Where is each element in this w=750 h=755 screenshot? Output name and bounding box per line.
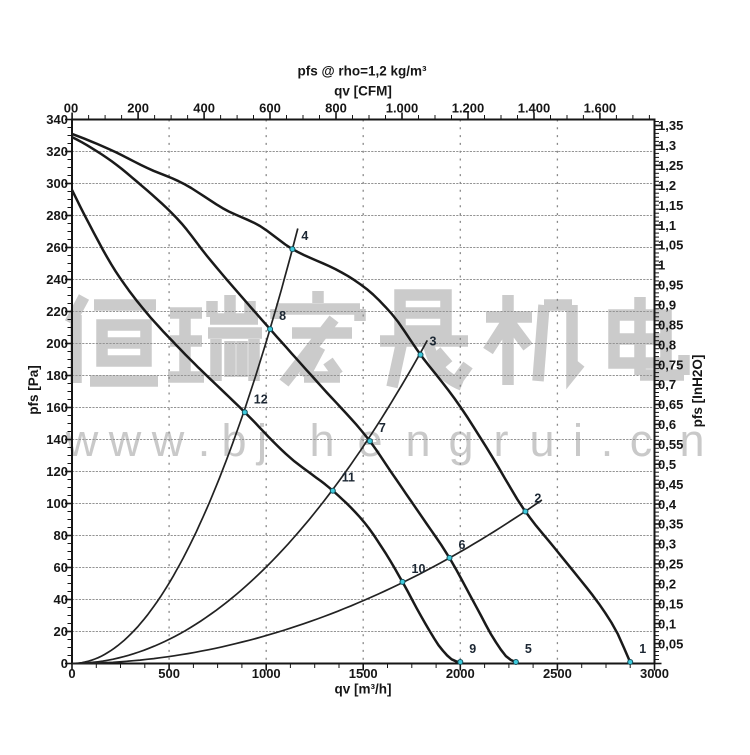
svg-text:3000: 3000	[640, 666, 669, 681]
svg-text:800: 800	[325, 101, 347, 116]
svg-text:0: 0	[61, 656, 68, 671]
svg-text:240: 240	[46, 272, 68, 287]
svg-text:0,65: 0,65	[658, 397, 683, 412]
svg-text:1.000: 1.000	[386, 101, 419, 116]
svg-text:g: g	[448, 415, 473, 466]
svg-text:10: 10	[412, 562, 426, 576]
svg-text:400: 400	[193, 101, 215, 116]
svg-text:n: n	[679, 415, 704, 466]
svg-text:0,35: 0,35	[658, 517, 683, 532]
svg-text:1.600: 1.600	[584, 101, 617, 116]
svg-text:300: 300	[46, 176, 68, 191]
svg-text:i: i	[573, 415, 583, 466]
svg-text:0,55: 0,55	[658, 437, 683, 452]
svg-text:2: 2	[534, 492, 541, 506]
svg-text:0,9: 0,9	[658, 298, 676, 313]
svg-text:120: 120	[46, 464, 68, 479]
svg-text:0,05: 0,05	[658, 636, 683, 651]
svg-text:2500: 2500	[543, 666, 572, 681]
svg-text:0,2: 0,2	[658, 577, 676, 592]
svg-text:0,1: 0,1	[658, 616, 676, 631]
svg-text:500: 500	[158, 666, 180, 681]
svg-text:r: r	[494, 415, 509, 466]
svg-text:1,15: 1,15	[658, 198, 683, 213]
svg-text:pfs [InH2O]: pfs [InH2O]	[690, 355, 705, 428]
svg-text:180: 180	[46, 368, 68, 383]
svg-text:0,8: 0,8	[658, 337, 676, 352]
svg-text:80: 80	[54, 528, 68, 543]
svg-text:5: 5	[525, 642, 532, 656]
svg-text:7: 7	[379, 421, 386, 435]
svg-text:qv [m³/h]: qv [m³/h]	[335, 682, 392, 697]
svg-text:200: 200	[46, 336, 68, 351]
svg-text:140: 140	[46, 432, 68, 447]
svg-text:0: 0	[68, 666, 75, 681]
svg-text:0,85: 0,85	[658, 317, 683, 332]
svg-text:0,5: 0,5	[658, 457, 676, 472]
svg-text:1500: 1500	[349, 666, 378, 681]
svg-text:0,7: 0,7	[658, 377, 676, 392]
svg-text:0,15: 0,15	[658, 596, 683, 611]
svg-text:0,4: 0,4	[658, 497, 677, 512]
svg-text:60: 60	[54, 560, 68, 575]
svg-text:320: 320	[46, 144, 68, 159]
svg-text:w: w	[108, 415, 142, 466]
svg-text:c: c	[630, 415, 653, 466]
svg-text:0,95: 0,95	[658, 278, 683, 293]
svg-text:40: 40	[54, 592, 68, 607]
svg-text:0,75: 0,75	[658, 357, 683, 372]
svg-text:9: 9	[469, 642, 476, 656]
svg-text:w: w	[151, 415, 185, 466]
svg-text:1.400: 1.400	[518, 101, 551, 116]
svg-text:12: 12	[254, 392, 268, 406]
svg-text:pfs [Pa]: pfs [Pa]	[26, 365, 41, 415]
svg-text:.: .	[601, 415, 614, 466]
svg-text:0,6: 0,6	[658, 417, 676, 432]
svg-text:1,05: 1,05	[658, 238, 683, 253]
svg-text:100: 100	[46, 496, 68, 511]
svg-text:20: 20	[54, 624, 68, 639]
svg-text:1,1: 1,1	[658, 218, 676, 233]
svg-text:340: 340	[46, 112, 68, 127]
svg-text:6: 6	[459, 538, 466, 552]
svg-text:0,45: 0,45	[658, 477, 683, 492]
svg-text:w: w	[65, 415, 99, 466]
svg-text:1: 1	[639, 642, 646, 656]
svg-text:0,25: 0,25	[658, 557, 683, 572]
svg-text:1.200: 1.200	[452, 101, 485, 116]
svg-text:160: 160	[46, 400, 68, 415]
svg-text:.: .	[198, 415, 211, 466]
svg-text:1,35: 1,35	[658, 118, 683, 133]
svg-text:8: 8	[279, 309, 286, 323]
svg-text:qv [CFM]: qv [CFM]	[334, 84, 392, 99]
svg-text:1000: 1000	[252, 666, 281, 681]
svg-text:0,3: 0,3	[658, 537, 676, 552]
svg-text:2000: 2000	[446, 666, 475, 681]
svg-text:200: 200	[127, 101, 149, 116]
svg-text:1: 1	[658, 258, 665, 273]
svg-text:4: 4	[301, 229, 308, 243]
svg-text:pfs @ rho=1,2 kg/m³: pfs @ rho=1,2 kg/m³	[297, 64, 427, 79]
svg-text:260: 260	[46, 240, 68, 255]
svg-text:280: 280	[46, 208, 68, 223]
svg-text:h: h	[309, 415, 334, 466]
svg-text:j: j	[255, 415, 267, 466]
svg-text:00: 00	[64, 101, 78, 116]
svg-text:600: 600	[259, 101, 281, 116]
svg-text:u: u	[529, 415, 554, 466]
svg-text:1,2: 1,2	[658, 178, 676, 193]
svg-text:1,3: 1,3	[658, 138, 676, 153]
svg-text:220: 220	[46, 304, 68, 319]
svg-text:n: n	[405, 415, 430, 466]
svg-text:11: 11	[342, 471, 355, 485]
svg-text:3: 3	[430, 335, 437, 349]
svg-text:1,25: 1,25	[658, 158, 683, 173]
